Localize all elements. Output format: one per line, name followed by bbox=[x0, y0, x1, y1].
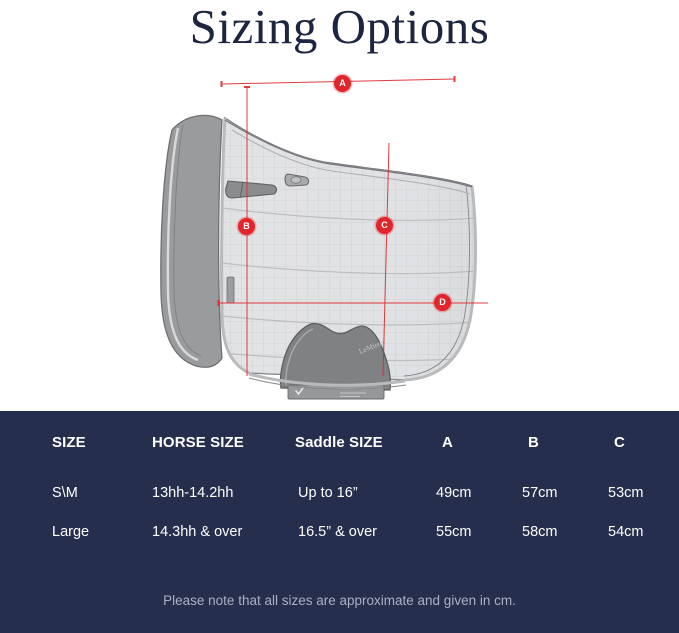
cell-c: 53cm bbox=[608, 484, 644, 501]
cell-b: 58cm bbox=[522, 523, 558, 540]
pad-side-tab bbox=[226, 276, 235, 304]
cell-horse-size: 13hh-14.2hh bbox=[152, 484, 234, 501]
page-title: Sizing Options bbox=[189, 0, 490, 54]
saddle-pad-illustration: LeMieux bbox=[160, 76, 488, 400]
measurement-marker-d: D bbox=[434, 294, 451, 311]
cell-c: 54cm bbox=[608, 523, 644, 540]
cell-a: 55cm bbox=[436, 523, 472, 540]
measurement-marker-a: A bbox=[334, 75, 351, 92]
pad-saddle-flap: LeMieux bbox=[279, 322, 392, 400]
cell-horse-size: 14.3hh & over bbox=[152, 523, 243, 540]
sizing-footnote: Please note that all sizes are approxima… bbox=[163, 593, 516, 608]
table-row: Large 14.3hh & over 16.5” & over 55cm 58… bbox=[0, 512, 679, 551]
column-header-saddle-size: Saddle SIZE bbox=[295, 433, 383, 451]
measurement-marker-c: C bbox=[376, 217, 393, 234]
column-header-horse-size: HORSE SIZE bbox=[152, 433, 244, 451]
cell-size: Large bbox=[52, 523, 90, 540]
pad-front-flap bbox=[160, 114, 223, 368]
cell-saddle-size: Up to 16” bbox=[298, 484, 358, 501]
saddle-pad-diagram: LeMieux A B C D bbox=[0, 58, 679, 411]
sizing-table: SIZE HORSE SIZE Saddle SIZE A B C D S\M … bbox=[0, 411, 679, 551]
pad-billet-straps bbox=[225, 173, 310, 199]
table-body: S\M 13hh-14.2hh Up to 16” 49cm 57cm 53cm… bbox=[0, 473, 679, 551]
sizing-table-panel: SIZE HORSE SIZE Saddle SIZE A B C D S\M … bbox=[0, 411, 679, 633]
cell-size: S\M bbox=[52, 484, 78, 501]
table-header: SIZE HORSE SIZE Saddle SIZE A B C D bbox=[0, 411, 679, 473]
table-header-row: SIZE HORSE SIZE Saddle SIZE A B C D bbox=[0, 411, 679, 473]
cell-b: 57cm bbox=[522, 484, 558, 501]
measure-line-c bbox=[382, 142, 390, 377]
column-header-size: SIZE bbox=[52, 433, 86, 451]
cell-saddle-size: 16.5” & over bbox=[298, 523, 377, 540]
column-header-c: C bbox=[614, 433, 625, 451]
column-header-b: B bbox=[528, 433, 539, 451]
table-row: S\M 13hh-14.2hh Up to 16” 49cm 57cm 53cm… bbox=[0, 473, 679, 512]
column-header-a: A bbox=[442, 433, 453, 451]
cell-a: 49cm bbox=[436, 484, 472, 501]
measurement-marker-b: B bbox=[238, 218, 255, 235]
